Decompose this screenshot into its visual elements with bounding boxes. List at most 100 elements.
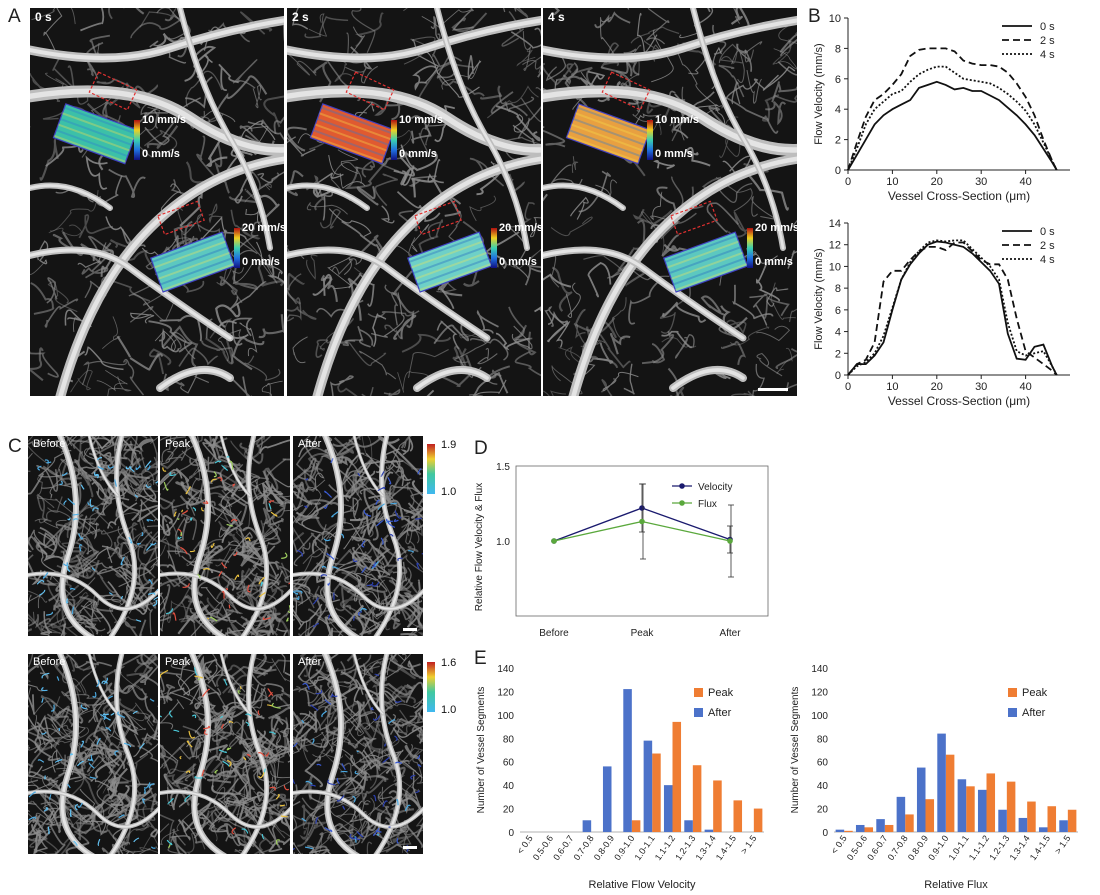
bar-after <box>957 779 967 832</box>
colorbar-2-min: 0 mm/s <box>242 256 280 268</box>
colorbar-1-max: 10 mm/s <box>142 114 187 126</box>
y-tick-label: 0 <box>822 828 828 839</box>
series-line-2s <box>847 47 1058 171</box>
colorbar-1 <box>391 120 397 160</box>
x-tick-label: 30 <box>975 381 987 393</box>
y-tick-label: 120 <box>811 687 828 698</box>
velocity-map-1 <box>52 103 138 165</box>
panel-c-colorbar-max: 1.6 <box>441 657 457 669</box>
y-tick-label: 6 <box>835 305 841 317</box>
velocity-map-1 <box>565 103 651 165</box>
y-tick-label: 20 <box>817 805 829 816</box>
colorbar-1 <box>647 120 653 160</box>
legend-label: 0 s <box>1040 21 1055 33</box>
y-tick-label: 60 <box>817 758 829 769</box>
legend-label: Flux <box>698 499 717 510</box>
y-tick-label: 14 <box>829 218 841 230</box>
x-tick-label: 0.6-0.7 <box>865 833 889 862</box>
y-axis-label: Number of Vessel Segments <box>790 687 801 814</box>
x-tick-label: Before <box>539 628 569 639</box>
colorbar-2-max: 20 mm/s <box>755 222 797 234</box>
scale-bar <box>403 628 417 631</box>
x-tick-label: 0.8-0.9 <box>592 833 616 862</box>
bar-peak <box>844 830 853 832</box>
panel-letter-b: B <box>808 6 821 27</box>
y-tick-label: 4 <box>835 327 841 339</box>
x-tick-label: 0.9-1.0 <box>926 833 950 862</box>
velocity-map-2 <box>407 231 493 293</box>
x-tick-label: 0.7-0.8 <box>886 833 910 862</box>
colorbar-1-max: 10 mm/s <box>655 114 700 126</box>
bar-peak <box>925 799 935 832</box>
bar-after <box>896 796 906 832</box>
y-tick-label: 100 <box>811 711 828 722</box>
colorbar-2 <box>491 228 497 268</box>
bar-after <box>1059 820 1068 832</box>
frame-4s: 4 s 10 mm/s 0 mm/s 20 mm/s 0 mm/s <box>543 8 797 396</box>
y-tick-label: 6 <box>835 74 841 86</box>
x-axis-label: Vessel Cross-Section (μm) <box>888 394 1030 408</box>
bar-peak <box>945 754 955 832</box>
x-tick-label: After <box>719 628 741 639</box>
colorbar-1-max: 10 mm/s <box>399 114 444 126</box>
legend-swatch <box>694 688 703 697</box>
panel-c-label: Before <box>33 438 66 450</box>
frame-2s: 2 s 10 mm/s 0 mm/s 20 mm/s 0 mm/s <box>287 8 541 396</box>
x-tick-label: 0 <box>845 381 851 393</box>
bar-after <box>663 785 673 832</box>
x-tick-label: 0.6-0.7 <box>551 833 575 862</box>
chart-e-velocity: 0 20 40 60 80 100 120 140 Number of Vessel Segme… <box>476 664 764 891</box>
legend-marker <box>679 483 685 489</box>
bar-peak <box>1067 809 1077 832</box>
panel-c-bottom-after: After <box>293 654 423 854</box>
panel-c-label: After <box>298 438 322 450</box>
x-tick-label: > 1.5 <box>1053 833 1073 855</box>
roi-box-2 <box>414 200 462 236</box>
vessel-image <box>543 8 797 396</box>
bar-after <box>582 820 592 832</box>
bar-after <box>623 689 632 832</box>
bar-peak <box>905 814 914 832</box>
y-tick-label: 20 <box>503 805 515 816</box>
series-line-4s <box>847 65 1058 171</box>
data-point <box>551 538 557 544</box>
y-tick-label: 2 <box>835 348 841 360</box>
panel-c-top-after: After <box>293 436 423 636</box>
bar-peak <box>864 827 874 832</box>
y-tick-label: 10 <box>829 13 841 25</box>
colorbar-2-max: 20 mm/s <box>242 222 284 234</box>
frame-0s: 0 s 10 mm/s 0 mm/s 20 mm/s 0 mm/s <box>30 8 284 396</box>
panel-c-colorbar-min: 1.0 <box>441 486 457 498</box>
bar-peak <box>713 780 722 832</box>
velocity-map-2 <box>663 231 749 293</box>
x-tick-label: 0.8-0.9 <box>906 833 930 862</box>
y-axis-label: Flow Velocity (mm/s) <box>813 43 825 144</box>
bar-peak <box>733 800 743 832</box>
bar-peak <box>1047 806 1057 832</box>
bar-peak <box>631 820 641 832</box>
series-line-0s <box>847 80 1058 171</box>
panel-c-colorbar-bottom <box>427 662 435 712</box>
series-line-2s <box>847 241 1058 376</box>
y-axis-label: Flow Velocity (mm/s) <box>813 248 825 349</box>
bar-after <box>855 824 865 832</box>
frame-time-label: 4 s <box>548 10 565 24</box>
frame-time-label: 0 s <box>35 10 52 24</box>
scale-bar <box>403 846 417 849</box>
y-tick-label: 60 <box>503 758 515 769</box>
x-tick-label: 0.5-0.6 <box>845 833 869 862</box>
x-tick-label: 0.9-1.0 <box>612 833 636 862</box>
x-tick-label: < 0.5 <box>829 833 849 855</box>
y-tick-label: 8 <box>835 283 841 295</box>
y-tick-label: 140 <box>497 664 514 675</box>
bar-after <box>977 789 987 832</box>
bar-after <box>684 820 693 832</box>
x-tick-label: 1.0-1.1 <box>633 833 657 862</box>
panel-letter-a: A <box>8 6 21 27</box>
y-tick-label: 120 <box>497 687 514 698</box>
bar-peak <box>753 808 763 832</box>
x-tick-label: Peak <box>631 628 655 639</box>
bar-after <box>998 809 1007 832</box>
series-line-4s <box>847 239 1058 376</box>
